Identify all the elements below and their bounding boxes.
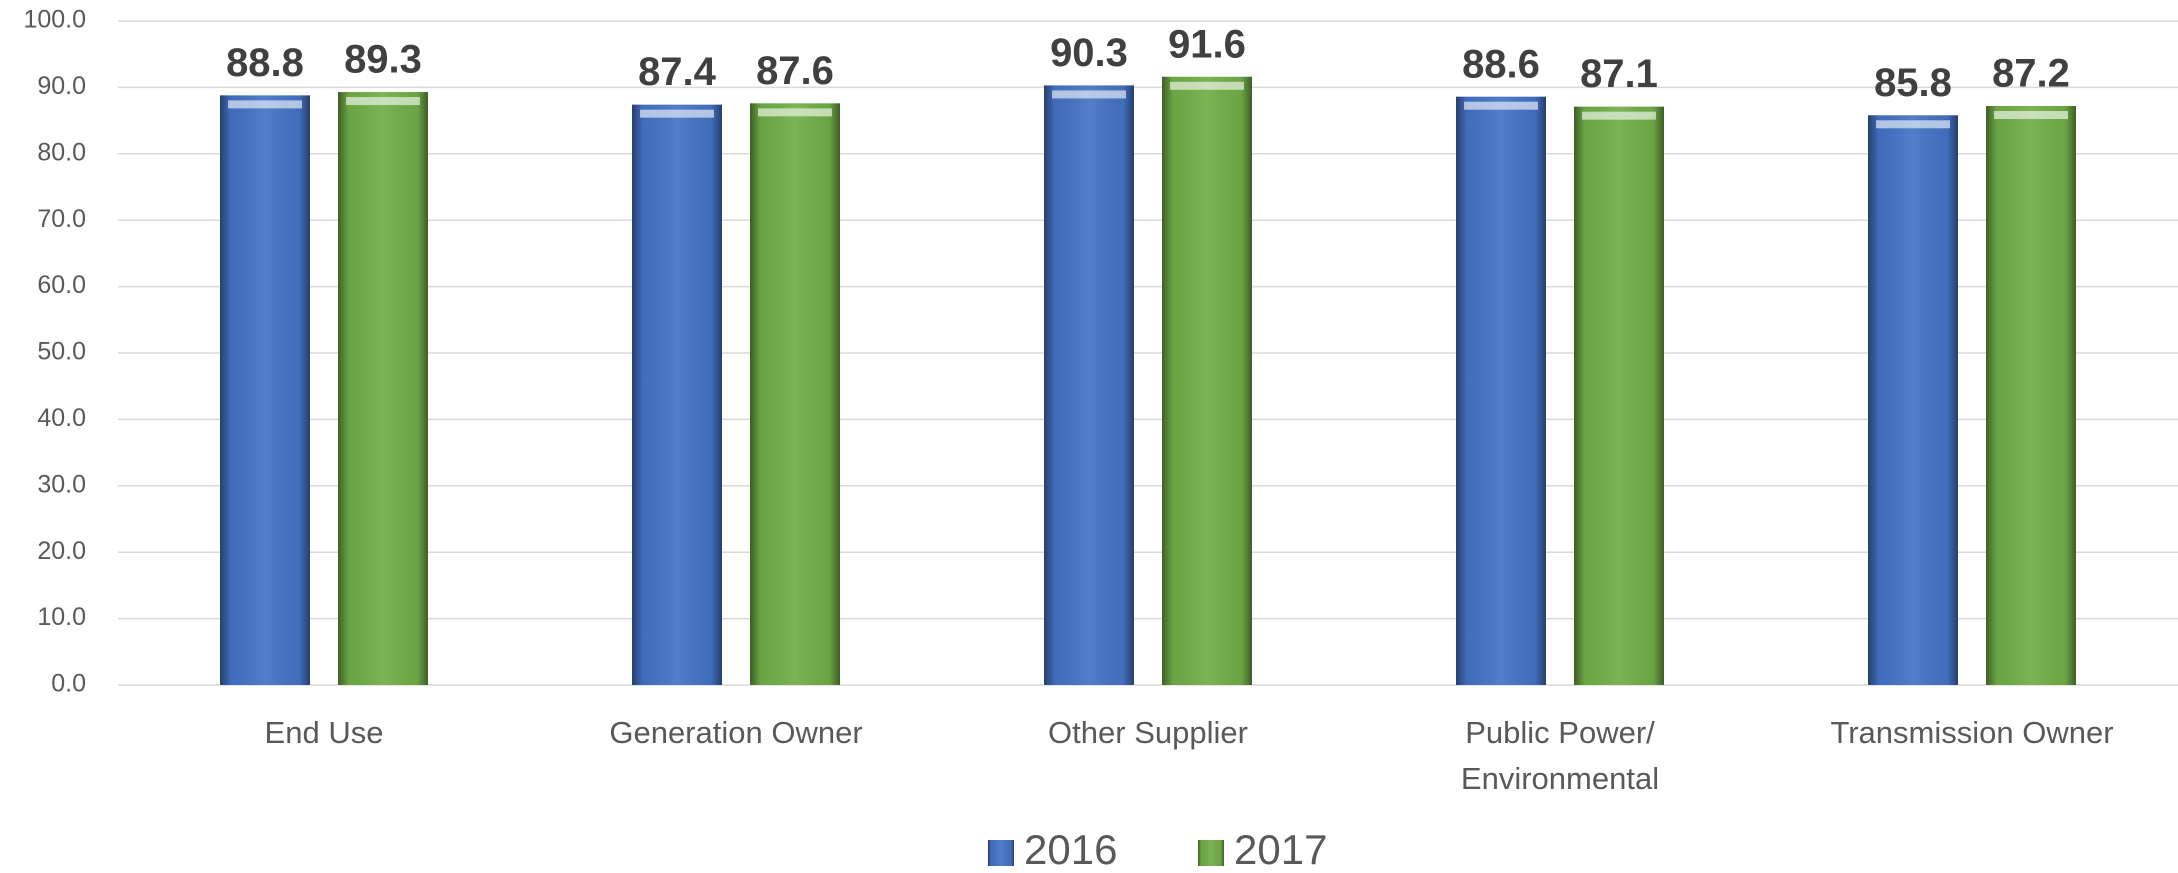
bar-highlight [640,109,714,118]
legend-label: 2017 [1234,826,1327,873]
y-tick-label: 30.0 [37,470,86,498]
legend-swatch-shade [988,840,1014,866]
value-label: 87.6 [756,49,834,93]
y-tick-label: 40.0 [37,404,86,432]
y-tick-label: 50.0 [37,338,86,366]
value-label: 89.3 [344,38,422,82]
y-tick-label: 0.0 [51,670,86,698]
bar-shade [220,95,310,686]
y-tick-label: 90.0 [37,72,86,100]
y-tick-label: 80.0 [37,138,86,166]
value-label: 88.8 [226,41,304,85]
bar-shade [1574,106,1664,685]
bar-highlight [1170,81,1244,90]
value-label: 87.4 [638,50,717,94]
bar-highlight [346,97,420,106]
x-tick-label: End Use [264,715,384,750]
y-tick-label: 10.0 [37,603,86,631]
y-tick-label: 60.0 [37,271,86,299]
bar-highlight [758,108,832,117]
bar-shade [1868,115,1958,685]
bar-shade [632,104,722,685]
bar-shade [1986,105,2076,685]
legend-label: 2016 [1024,826,1117,873]
value-label: 91.6 [1168,22,1246,66]
x-tick-label: Generation Owner [609,715,863,750]
value-label: 85.8 [1874,61,1952,105]
bar-highlight [1994,110,2068,119]
bar-highlight [1464,101,1538,110]
x-tick-label: Transmission Owner [1830,715,2114,750]
bar-highlight [228,100,302,109]
y-tick-label: 100.0 [23,6,86,34]
y-tick-label: 20.0 [37,537,86,565]
bar-shade [1162,76,1252,685]
y-tick-label: 70.0 [37,205,86,233]
bar-shade [1044,85,1134,685]
value-label: 88.6 [1462,42,1540,86]
x-tick-label: Other Supplier [1048,715,1248,750]
value-label: 87.2 [1992,52,2070,96]
legend-swatch-shade [1198,840,1224,866]
bar-shade [750,103,840,685]
bar-highlight [1582,111,1656,120]
bar-highlight [1052,90,1126,99]
bar-highlight [1876,120,1950,129]
bar-shade [1456,96,1546,686]
bar-shade [338,92,428,686]
value-label: 90.3 [1050,31,1128,75]
value-label: 87.1 [1580,52,1658,96]
x-tick-label: Public Power/ Environmental [1460,715,1660,796]
